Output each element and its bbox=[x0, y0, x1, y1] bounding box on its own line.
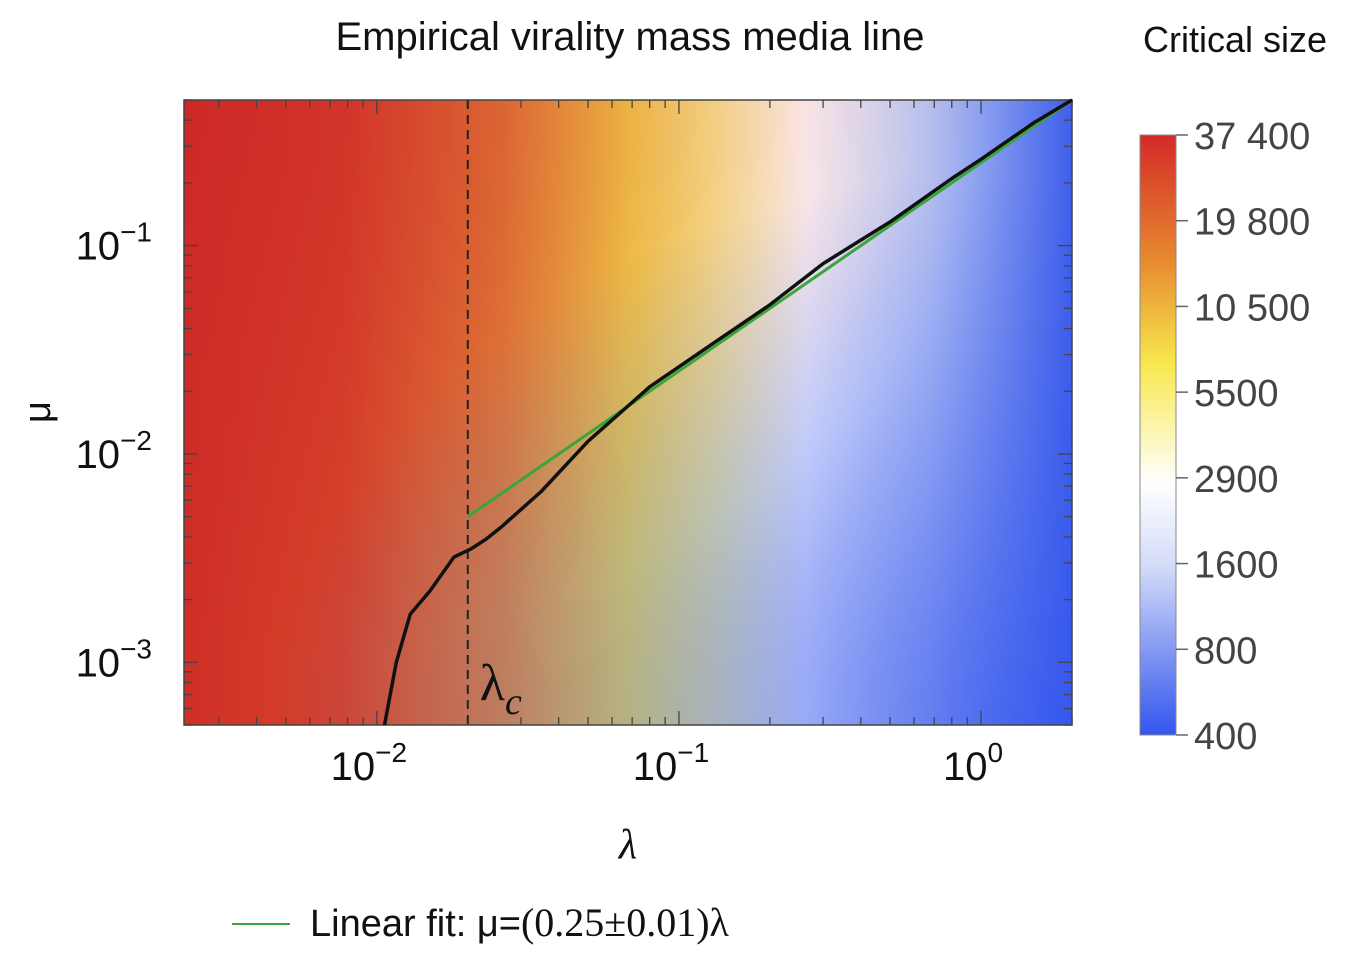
y-tick-label: 10−3 bbox=[76, 633, 152, 685]
linear-fit-line bbox=[466, 98, 1073, 518]
colorbar-title: Critical size bbox=[1143, 19, 1327, 60]
y-tick-label: 10−1 bbox=[76, 217, 152, 269]
empirical-virality-line bbox=[382, 98, 1073, 726]
x-tick-label: 10−2 bbox=[331, 737, 407, 789]
y-axis-label: μ bbox=[17, 401, 59, 423]
axis-ticks: 10−2 10−1 100 10−3 10−2 10−1 bbox=[76, 99, 1073, 789]
x-tick-label: 100 bbox=[943, 737, 1003, 789]
colorbar-tick-label: 2900 bbox=[1194, 459, 1279, 501]
colorbar-tick-label: 400 bbox=[1194, 716, 1257, 758]
critical-lambda-label: λc bbox=[480, 655, 522, 723]
colorbar-tick-label: 10 500 bbox=[1194, 287, 1310, 329]
colorbar-tick-label: 1600 bbox=[1194, 545, 1279, 587]
chart-title: Empirical virality mass media line bbox=[335, 15, 924, 59]
y-tick-label: 10−2 bbox=[76, 425, 152, 477]
colorbar-ticks: 37 400 19 800 10 500 5500 2900 1600 800 400 bbox=[1176, 116, 1310, 758]
heatmap bbox=[184, 100, 1072, 725]
x-tick-label: 10−1 bbox=[633, 737, 709, 789]
colorbar bbox=[1139, 134, 1177, 736]
legend-entry: Linear fit: μ=(0.25±0.01)λ bbox=[310, 900, 730, 945]
legend-formula: (0.25±0.01)λ bbox=[521, 900, 730, 945]
colorbar-tick-label: 37 400 bbox=[1194, 116, 1310, 158]
colorbar-tick-label: 19 800 bbox=[1194, 202, 1310, 244]
legend-text: Linear fit: μ= bbox=[310, 903, 521, 945]
critical-lambda-symbol: λ bbox=[480, 655, 505, 712]
plot-frame bbox=[183, 99, 1073, 726]
x-axis-label: λ bbox=[617, 822, 637, 868]
colorbar-tick-label: 5500 bbox=[1194, 373, 1279, 415]
colorbar-tick-label: 800 bbox=[1194, 630, 1257, 672]
critical-lambda-subscript: c bbox=[505, 681, 522, 723]
